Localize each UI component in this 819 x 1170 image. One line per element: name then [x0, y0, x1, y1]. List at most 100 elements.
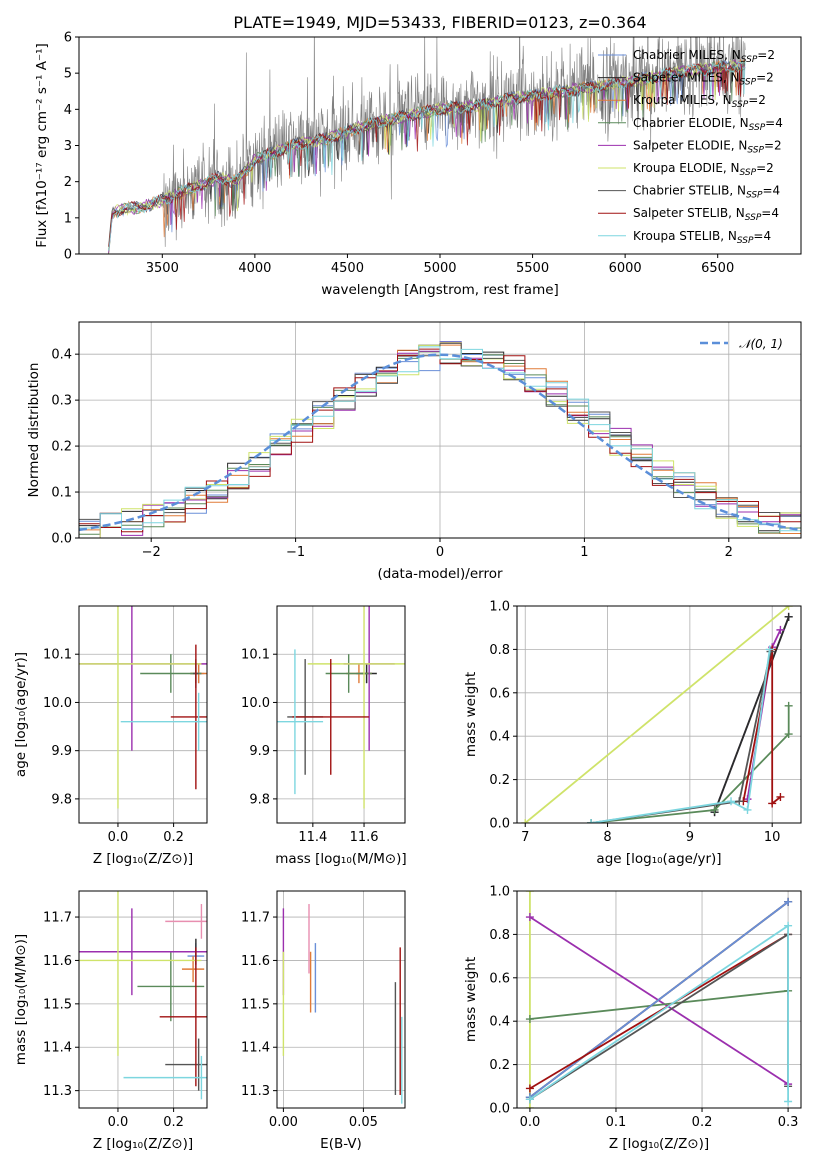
- spectrum-frame: [78, 36, 802, 255]
- weight-marker: [784, 897, 793, 906]
- legend-entry: Kroupa ELODIE, NSSP=2: [633, 161, 774, 178]
- residuals-ytick-label: 0.4: [51, 348, 72, 363]
- weight-line-kroupa-elodie: [524, 606, 790, 823]
- age_vs_Z-panel: 0.0 0.2 9.8 9.9 10.0 10.1 Z [log₁₀(Z/Z⊙)] age […: [13, 605, 208, 867]
- weight-marker: [710, 805, 719, 814]
- mass_weight_vs_age-xtick-label: 8: [603, 830, 611, 845]
- weight-marker: [525, 1104, 534, 1108]
- residuals-plot-area: [79, 341, 801, 538]
- mass_weight_vs_age-ytick-label: 1.0: [489, 600, 510, 615]
- weight-marker: [768, 799, 777, 808]
- weight-marker: [525, 1015, 534, 1024]
- weight-marker: [784, 730, 793, 739]
- spectrum-ytick-label: 4: [64, 103, 72, 118]
- mass_vs_EBV-ytick-label: 11.6: [241, 954, 270, 969]
- mass_weight_vs_age-xtick-label: 10: [764, 830, 781, 845]
- residuals-ylabel: Normed distribution: [26, 363, 42, 498]
- mass_vs_Z-ytick-label: 11.7: [43, 911, 72, 926]
- spectrum-ytick-label: 2: [64, 175, 72, 190]
- age_vs_mass-xlabel: mass [log₁₀(M/M⊙)]: [275, 851, 406, 867]
- weight-marker: [784, 701, 793, 710]
- age_vs_mass-xtick-label: 11.4: [298, 830, 327, 845]
- gaussian-curve: [79, 353, 801, 532]
- mass_weight_vs_age-ytick-label: 0.2: [489, 773, 510, 788]
- residuals-frame: [78, 321, 802, 539]
- mass_weight_vs_Z-xtick-label: 0.2: [692, 1115, 713, 1130]
- weight-marker: [525, 913, 534, 922]
- legend-entry: Salpeter STELIB, NSSP=4: [633, 206, 779, 223]
- mass_weight_vs_age-ytick-label: 0.6: [489, 686, 510, 701]
- residuals-ytick-label: 0.0: [51, 532, 72, 547]
- age_vs_Z-ytick-label: 10.1: [43, 648, 72, 663]
- mass_vs_Z-plot-area: [79, 891, 207, 1100]
- age_vs_Z-frame: [78, 605, 208, 824]
- mass_weight_vs_Z-panel: 0.0 0.1 0.2 0.3 0.0 0.2 0.4 0.6 0.8 1.0 Z [log₁₀(Z…: [463, 885, 802, 1152]
- mass_vs_EBV-xtick-label: 0.00: [269, 1115, 298, 1130]
- legend-entry: Chabrier MILES, NSSP=2: [633, 48, 775, 65]
- weight-marker: [587, 819, 596, 823]
- spectrum-ytick-label: 6: [64, 31, 72, 46]
- spectrum-ytick-label: 5: [64, 67, 72, 82]
- weight-marker: [727, 797, 736, 806]
- spectrum-xtick-label: 3500: [146, 261, 179, 276]
- weight-marker: [521, 819, 530, 823]
- age_vs_Z-xtick-label: 0.0: [108, 830, 129, 845]
- mass_weight_vs_Z-xtick-label: 0.1: [606, 1115, 627, 1130]
- legend-entry: Kroupa STELIB, NSSP=4: [633, 229, 771, 246]
- mass_weight_vs_Z-ytick-label: 0.2: [489, 1058, 510, 1073]
- gauss-legend-label: 𝒩(0, 1): [739, 337, 783, 351]
- weight-marker: [784, 606, 793, 610]
- mass_weight_vs_age-frame: [516, 605, 802, 824]
- mass_vs_Z-ytick-label: 11.6: [43, 954, 72, 969]
- legend-entry: Salpeter ELODIE, NSSP=2: [633, 138, 782, 155]
- mass_weight_vs_Z-ylabel: mass weight: [463, 957, 479, 1042]
- mass_weight_vs_Z-frame: [516, 890, 802, 1109]
- mass_weight_vs_age-ylabel: mass weight: [463, 672, 479, 757]
- mass_vs_Z-ytick-label: 11.5: [43, 997, 72, 1012]
- spectrum-xtick-label: 4000: [238, 261, 271, 276]
- spectrum-title: PLATE=1949, MJD=53433, FIBERID=0123, z=0…: [233, 13, 646, 32]
- age_vs_mass-ytick-label: 9.8: [249, 792, 270, 807]
- spectrum-xtick-label: 4500: [331, 261, 364, 276]
- weight-marker: [784, 1097, 793, 1106]
- age_vs_mass-ytick-label: 10.0: [241, 696, 270, 711]
- spectrum-xtick-label: 5000: [423, 261, 456, 276]
- mass_weight_vs_age-ytick-label: 0.4: [489, 730, 510, 745]
- weight-marker: [525, 891, 534, 895]
- weight-marker: [776, 625, 785, 634]
- mass_vs_Z-panel: 0.0 0.2 11.3 11.4 11.5 11.6 11.7 Z [log₁₀(Z/Z⊙)…: [13, 890, 208, 1152]
- weight-marker: [784, 921, 793, 930]
- mass_weight_vs_age-panel: 7 8 9 10 0.0 0.2 0.4 0.6 0.8 1.0 age [log₁₀(age/yr…: [463, 600, 802, 867]
- weight-marker: [743, 795, 752, 804]
- age_vs_Z-ytick-label: 9.9: [51, 744, 72, 759]
- age_vs_mass-xtick-label: 11.6: [350, 830, 379, 845]
- mass_weight_vs_Z-plot-area: [525, 891, 793, 1108]
- residuals-panel: −2 −1 0 1 2 0.0 0.1 0.2 0.3 0.4 (data-model)/error…: [26, 321, 802, 582]
- mass_vs_EBV-ytick-label: 11.4: [241, 1041, 270, 1056]
- residuals-xtick-label: 1: [580, 545, 588, 560]
- spectrum-ytick-label: 0: [64, 248, 72, 263]
- legend-entry: Kroupa MILES, NSSP=2: [633, 93, 766, 110]
- age_vs_Z-ytick-label: 9.8: [51, 792, 72, 807]
- residuals-xtick-label: −1: [286, 545, 305, 560]
- age_vs_mass-panel: 11.4 11.6 9.8 9.9 10.0 10.1 mass [log₁₀(M/M⊙)]: [241, 605, 407, 867]
- mass_vs_EBV-frame: [276, 890, 406, 1109]
- legend-entry: Chabrier ELODIE, NSSP=4: [633, 116, 783, 133]
- mass_weight_vs_Z-ytick-label: 1.0: [489, 885, 510, 900]
- mass_vs_EBV-plot-area: [282, 904, 403, 1104]
- mass_vs_Z-xtick-label: 0.0: [108, 1115, 129, 1130]
- weight-line-chabrier-stelib: [529, 932, 789, 1101]
- mass_weight_vs_Z-xlabel: Z [log₁₀(Z/Z⊙)]: [609, 1136, 709, 1152]
- mass_weight_vs_age-ytick-label: 0.8: [489, 643, 510, 658]
- spectrum-xtick-label: 6000: [609, 261, 642, 276]
- age_vs_Z-plot-area: [79, 606, 207, 809]
- weight-marker: [525, 1084, 534, 1093]
- legend-entry: Salpeter MILES, NSSP=2: [633, 71, 774, 88]
- spectrum-legend: Chabrier MILES, NSSP=2 Salpeter MILES, NS…: [598, 48, 783, 246]
- model-spectrum-salpeter-elodie: [108, 59, 746, 254]
- model-spectrum-chabrier-elodie: [108, 59, 746, 254]
- weight-line-kroupa-stelib: [590, 649, 771, 823]
- mass_weight_vs_Z-ytick-label: 0.8: [489, 928, 510, 943]
- mass_vs_Z-frame: [78, 890, 208, 1109]
